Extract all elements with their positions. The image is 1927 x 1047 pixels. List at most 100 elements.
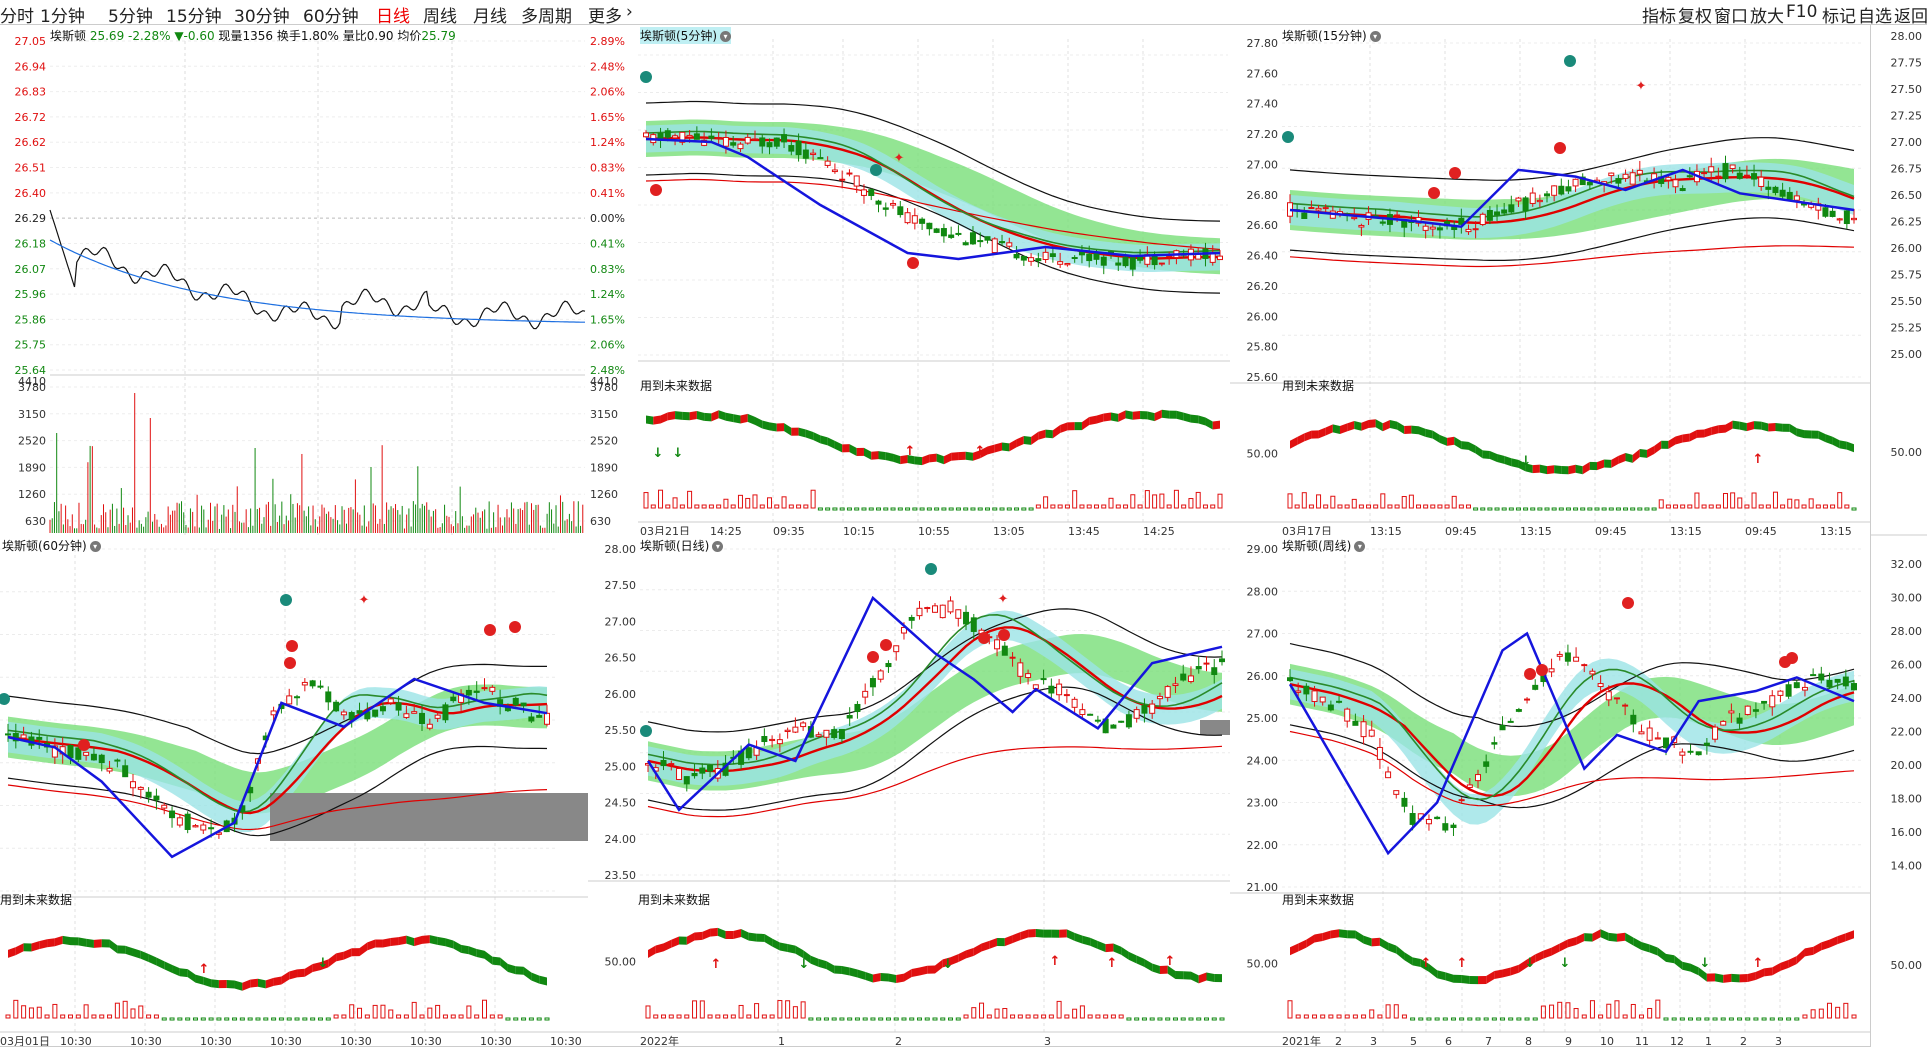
oscillator-bar xyxy=(1737,1017,1743,1021)
oscillator-bar xyxy=(1110,1014,1116,1019)
tab-multi-period[interactable]: 多周期 xyxy=(521,7,572,27)
zoom-button[interactable]: 放大 xyxy=(1750,7,1784,27)
oscillator-ribbon xyxy=(1813,942,1822,955)
x-label: 1 xyxy=(778,1035,785,1046)
panel-daily[interactable]: 28.00 27.50 27.00 26.50 26.00 25.50 25.00 24.50… xyxy=(588,535,1231,1047)
indicator-button[interactable]: 指标 xyxy=(1642,7,1676,27)
oscillator-bar xyxy=(1287,1000,1293,1019)
oscillator-bar xyxy=(979,1002,985,1019)
candle-body xyxy=(969,232,976,245)
candle-body xyxy=(1149,703,1156,714)
oscillator-bar xyxy=(752,494,758,509)
tab-30min[interactable]: 30分钟 xyxy=(234,7,290,27)
oscillator-bar xyxy=(36,1006,42,1019)
oscillator-bar xyxy=(901,1017,907,1021)
oscillator-ribbon xyxy=(1486,970,1495,984)
signal-arrow-icon: ↑ xyxy=(1165,954,1176,969)
oscillator-ribbon xyxy=(1618,453,1626,464)
oscillator-ribbon xyxy=(1330,929,1340,939)
candle-body xyxy=(67,744,74,759)
candle-body xyxy=(1301,212,1308,219)
intraday-panel[interactable]: 埃斯顿 25.69 -2.28% ▼-0.60 现量1356 换手1.80% 量… xyxy=(0,25,639,536)
oscillator-bar xyxy=(232,1017,238,1021)
moving-average xyxy=(1289,245,1855,268)
tab-5min[interactable]: 5分钟 xyxy=(108,7,153,27)
right-tick: 28.00 xyxy=(1891,30,1923,43)
oscillator-ribbon xyxy=(125,945,133,957)
dropdown-icon[interactable]: ▾ xyxy=(712,541,724,552)
oscillator-ribbon xyxy=(1568,464,1576,475)
oscillator-bar xyxy=(1361,1014,1367,1019)
oscillator-ribbon xyxy=(1689,429,1697,442)
oscillator-bar xyxy=(839,507,845,511)
oscillator-bar xyxy=(1769,1017,1775,1021)
panel-5min[interactable]: ✦ ↓ ↓ ↑ ↑ 03月21日 14:25 09:35 10:15 10:55 13:05 13:4… xyxy=(638,25,1231,536)
panel-15min[interactable]: 27.80 27.60 27.40 27.20 27.00 26.80 26.60 26.40… xyxy=(1230,25,1871,536)
oscillator-ribbon xyxy=(23,943,32,952)
oscillator-bar xyxy=(1687,504,1693,509)
mark-button[interactable]: 标记 xyxy=(1822,7,1856,27)
oscillator-ribbon xyxy=(1818,430,1826,443)
candle-body xyxy=(999,241,1006,244)
dropdown-icon[interactable]: ▾ xyxy=(1369,31,1381,42)
oscillator-ribbon xyxy=(1746,421,1755,432)
oscillator-bar xyxy=(1330,495,1336,509)
oscillator-bar xyxy=(1540,1005,1546,1019)
oscillator-bar xyxy=(216,1017,222,1021)
tab-60min[interactable]: 60分钟 xyxy=(303,7,359,27)
dropdown-icon[interactable]: ▾ xyxy=(89,541,101,552)
tab-1min[interactable]: 1分钟 xyxy=(40,7,85,27)
oscillator-ribbon xyxy=(834,965,842,974)
candle-body xyxy=(1679,751,1686,756)
oscillator-ribbon xyxy=(1657,947,1666,962)
oscillator-bar xyxy=(1532,1017,1538,1021)
y-tick: 24.00 xyxy=(605,833,637,846)
oscillator-bar xyxy=(114,1002,120,1019)
candle-body xyxy=(1522,197,1529,212)
oscillator-ribbon xyxy=(531,972,540,984)
oscillator-ribbon xyxy=(798,427,806,438)
oscillator-ribbon xyxy=(54,935,63,947)
oscillator-bar xyxy=(1369,1009,1375,1019)
y-tick: 26.00 xyxy=(1247,310,1279,323)
window-button[interactable]: 窗口 xyxy=(1714,7,1748,27)
tab-monthly[interactable]: 月线 xyxy=(473,7,507,27)
turnover-label: 换手 xyxy=(276,29,301,43)
oscillator-ribbon xyxy=(273,976,282,986)
tab-daily[interactable]: 日线 xyxy=(376,7,410,27)
tab-weekly[interactable]: 周线 xyxy=(423,7,457,27)
tab-15min[interactable]: 15分钟 xyxy=(166,7,222,27)
oscillator-ribbon xyxy=(787,943,796,954)
oscillator-ribbon xyxy=(1504,455,1512,467)
oscillator-ribbon xyxy=(667,411,676,421)
x-label: 8 xyxy=(1525,1035,1532,1046)
oscillator-ribbon xyxy=(1397,421,1405,435)
back-button[interactable]: 返回 xyxy=(1894,7,1927,27)
oscillator-bar xyxy=(1157,1017,1163,1021)
f10-button[interactable]: F10 xyxy=(1786,2,1818,22)
dropdown-icon[interactable]: ▾ xyxy=(720,31,731,42)
oscillator-ribbon xyxy=(994,442,1003,453)
watchlist-button[interactable]: 自选 xyxy=(1858,7,1892,27)
chevron-right-icon[interactable]: › xyxy=(626,2,633,22)
tab-timeshare[interactable]: 分时 xyxy=(0,7,34,27)
adjust-button[interactable]: 复权 xyxy=(1678,7,1712,27)
candle-body xyxy=(890,202,897,206)
panel-weekly[interactable]: 29.00 28.00 27.00 26.00 25.00 24.00 23.00 22.00… xyxy=(1230,535,1871,1047)
x-label: 09:45 xyxy=(1445,525,1477,535)
panel-60min[interactable]: ✦ ↑ ↓ 03月01日 10:30 10:30 10:30 10:30 10:30 10:30 1… xyxy=(0,535,589,1047)
oscillator-ribbon xyxy=(1732,420,1740,430)
oscillator-bar xyxy=(1589,1000,1595,1019)
oscillator-ribbon xyxy=(972,450,981,461)
oscillator-ribbon xyxy=(164,961,173,973)
oscillator-bar xyxy=(716,504,722,509)
oscillator-ribbon xyxy=(422,935,430,944)
oscillator-bar xyxy=(986,1014,992,1019)
dropdown-icon[interactable]: ▾ xyxy=(1354,541,1366,552)
oscillator-ribbon xyxy=(156,957,165,970)
oscillator-bar xyxy=(427,1007,433,1019)
oscillator-ribbon xyxy=(878,451,886,461)
tab-more[interactable]: 更多 xyxy=(588,7,622,27)
oscillator-bar xyxy=(1130,494,1136,509)
oscillator-bar xyxy=(940,1017,946,1021)
